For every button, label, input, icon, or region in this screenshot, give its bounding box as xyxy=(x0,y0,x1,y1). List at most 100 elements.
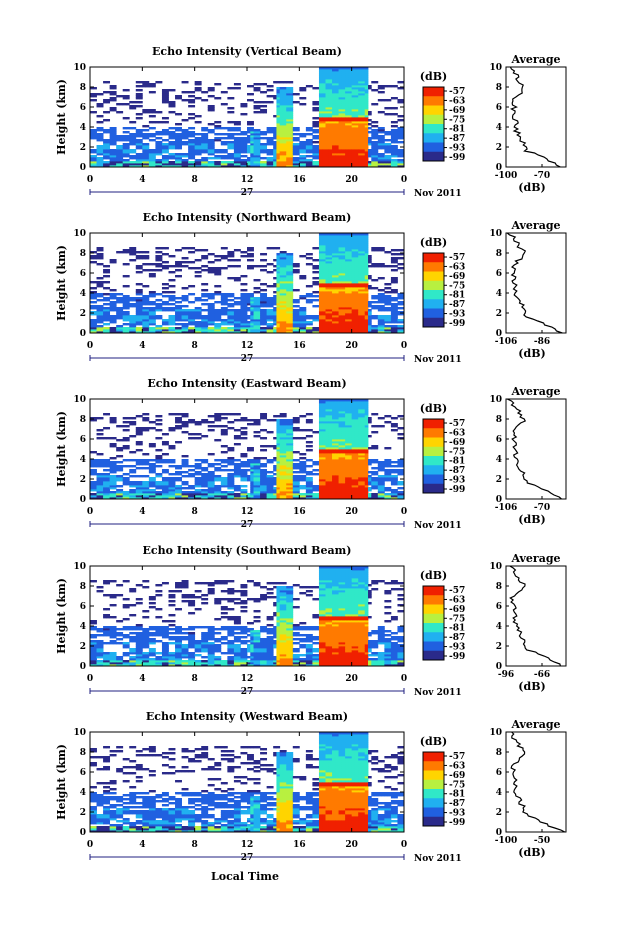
colorbar-tick-label: -81 xyxy=(449,125,465,135)
average-x-tick-label: -70 xyxy=(534,503,550,513)
average-y-tick-label: 4 xyxy=(496,123,502,133)
average-y-tick-label: 0 xyxy=(496,163,502,173)
average-title: Average xyxy=(510,53,560,66)
colorbar-tick-label: -75 xyxy=(449,447,465,457)
average-profile-line xyxy=(506,398,562,500)
x-tick-label: 20 xyxy=(345,840,358,850)
colorbar-unit: (dB) xyxy=(420,735,447,748)
x-tick-label: 4 xyxy=(139,341,145,351)
average-x-tick-label: -106 xyxy=(495,503,518,513)
average-x-tick-label: -106 xyxy=(495,337,518,347)
y-axis-label: Height (km) xyxy=(55,245,68,321)
average-x-label: (dB) xyxy=(518,181,545,194)
y-tick-label: 6 xyxy=(80,435,86,445)
colorbar-unit: (dB) xyxy=(420,70,447,83)
colorbar-tick-label: -93 xyxy=(449,310,465,320)
average-x-tick-label: -70 xyxy=(534,171,550,181)
average-profile-line xyxy=(509,565,561,667)
x-tick-label: 12 xyxy=(241,507,254,517)
average-y-tick-label: 4 xyxy=(496,289,502,299)
y-tick-label: 10 xyxy=(73,562,86,572)
colorbar-tick-label: -99 xyxy=(449,652,465,662)
date-day-label: 27 xyxy=(241,188,254,198)
colorbar-tick-label: -63 xyxy=(449,761,465,771)
average-y-tick-label: 2 xyxy=(496,642,502,652)
average-frame xyxy=(505,66,567,168)
colorbar-tick-label: -57 xyxy=(449,87,465,97)
y-tick-label: 4 xyxy=(80,289,86,299)
colorbar-segment xyxy=(423,253,444,263)
date-month-label: Nov 2011 xyxy=(414,521,462,531)
average-x-tick-label: -66 xyxy=(534,670,550,680)
colorbar-segment xyxy=(423,446,444,457)
colorbar-tick-label: -75 xyxy=(449,281,465,291)
y-tick-label: 8 xyxy=(80,249,86,259)
colorbar-segment xyxy=(423,317,444,328)
average-y-tick-label: 6 xyxy=(496,435,502,445)
colorbar-segment xyxy=(423,632,444,642)
average-x-tick-label: -96 xyxy=(498,670,514,680)
y-tick-label: 6 xyxy=(80,103,86,113)
colorbar-segment xyxy=(423,151,444,162)
colorbar-tick-label: -57 xyxy=(449,752,465,762)
average-y-tick-label: 0 xyxy=(496,329,502,339)
panel-title: Echo Intensity (Southward Beam) xyxy=(143,544,352,557)
average-y-tick-label: 0 xyxy=(496,495,502,505)
colorbar-tick-label: -63 xyxy=(449,428,465,438)
panel-4: Echo Intensity (Southward Beam) 0 2 4 6 8 10 He… xyxy=(55,544,567,698)
colorbar-tick-label: -93 xyxy=(449,809,465,819)
x-tick-label: 8 xyxy=(192,674,198,684)
colorbar-segment xyxy=(423,96,444,106)
colorbar-unit: (dB) xyxy=(420,402,447,415)
date-day-label: 27 xyxy=(241,354,254,364)
average-y-tick-label: 10 xyxy=(489,229,502,239)
panel-5: Echo Intensity (Westward Beam) 0 2 4 6 8 10 Hei… xyxy=(55,710,567,864)
average-y-tick-label: 6 xyxy=(496,602,502,612)
y-tick-label: 2 xyxy=(80,143,86,153)
y-tick-label: 2 xyxy=(80,309,86,319)
colorbar-segment xyxy=(423,262,444,272)
colorbar-tick-label: -99 xyxy=(449,153,465,163)
x-tick-label: 4 xyxy=(139,175,145,185)
colorbar-tick-label: -93 xyxy=(449,643,465,653)
x-tick-label: 20 xyxy=(345,175,358,185)
colorbar-tick-label: -63 xyxy=(449,595,465,605)
average-plot: Average 0 2 4 6 8 10 -96 -66(dB) xyxy=(489,552,567,693)
average-y-tick-label: 10 xyxy=(489,395,502,405)
y-tick-label: 4 xyxy=(80,622,86,632)
x-tick-label: 8 xyxy=(192,840,198,850)
heatmap xyxy=(90,67,404,167)
colorbar-segment xyxy=(423,280,444,291)
average-plot: Average 0 2 4 6 8 10 -100 -50(dB) xyxy=(489,718,567,859)
colorbar-segment xyxy=(423,299,444,309)
colorbar-segment xyxy=(423,483,444,494)
y-axis-label: Height (km) xyxy=(55,411,68,487)
x-tick-label: 20 xyxy=(345,674,358,684)
colorbar-segment xyxy=(423,114,444,125)
date-day-label: 27 xyxy=(241,853,254,863)
x-tick-label: 8 xyxy=(192,341,198,351)
average-x-tick-label: -86 xyxy=(534,337,550,347)
colorbar-segment xyxy=(423,770,444,781)
colorbar-segment xyxy=(423,752,444,762)
x-tick-label: 16 xyxy=(293,341,306,351)
colorbar-tick-label: -87 xyxy=(449,466,465,476)
average-title: Average xyxy=(510,219,560,232)
panel-title: Echo Intensity (Northward Beam) xyxy=(143,211,352,224)
average-y-tick-label: 6 xyxy=(496,768,502,778)
x-tick-label: 0 xyxy=(87,674,93,684)
average-y-tick-label: 6 xyxy=(496,269,502,279)
x-tick-label: 4 xyxy=(139,840,145,850)
colorbar-unit: (dB) xyxy=(420,236,447,249)
average-x-label: (dB) xyxy=(518,513,545,526)
y-axis-label: Height (km) xyxy=(55,744,68,820)
average-title: Average xyxy=(510,385,560,398)
colorbar-tick-label: -69 xyxy=(449,438,465,448)
colorbar-segment xyxy=(423,789,444,799)
colorbar-tick-label: -87 xyxy=(449,633,465,643)
colorbar-tick-label: -63 xyxy=(449,96,465,106)
colorbar-tick-label: -69 xyxy=(449,106,465,116)
y-tick-label: 6 xyxy=(80,602,86,612)
colorbar-segment xyxy=(423,613,444,624)
x-tick-label: 16 xyxy=(293,840,306,850)
